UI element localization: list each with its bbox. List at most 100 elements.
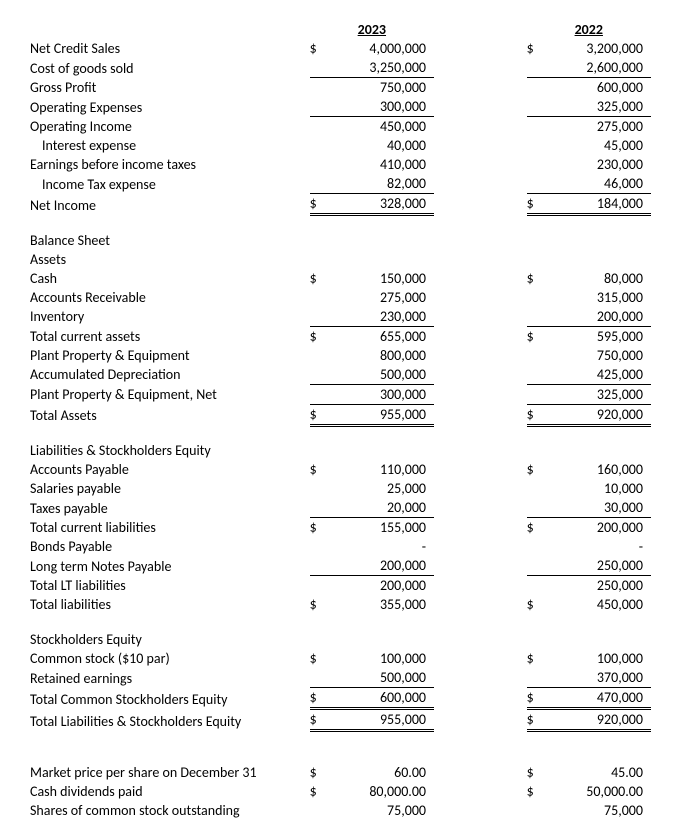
value-2022: 470,000 xyxy=(545,688,651,709)
line-item-row: Interest expense40,00045,000 xyxy=(30,136,651,155)
value-2022: 200,000 xyxy=(545,518,651,538)
currency-symbol xyxy=(310,801,329,820)
currency-symbol xyxy=(527,556,546,576)
value-2023: 955,000 xyxy=(328,709,434,731)
currency-symbol: $ xyxy=(527,194,546,215)
line-item-row: Salaries payable25,00010,000 xyxy=(30,479,651,498)
column-gap xyxy=(434,595,527,614)
value-2022: 920,000 xyxy=(545,709,651,731)
currency-symbol: $ xyxy=(527,39,546,58)
column-gap xyxy=(434,801,527,820)
line-item-label: Cash dividends paid xyxy=(30,782,310,801)
line-item-label: Interest expense xyxy=(30,136,310,155)
line-item-label: Income Tax expense xyxy=(30,174,310,194)
currency-symbol: $ xyxy=(310,763,329,782)
currency-symbol: $ xyxy=(527,326,546,346)
value-2022: 920,000 xyxy=(545,404,651,425)
column-gap xyxy=(434,404,527,425)
line-item-row: Inventory230,000200,000 xyxy=(30,307,651,327)
currency-symbol: $ xyxy=(310,688,329,709)
currency-symbol: $ xyxy=(310,39,329,58)
line-item-row: Common stock ($10 par)$100,000$100,000 xyxy=(30,649,651,668)
value-2023: 328,000 xyxy=(328,194,434,215)
line-item-label: Net Income xyxy=(30,194,310,215)
currency-symbol: $ xyxy=(310,194,329,215)
value-2023: 100,000 xyxy=(328,649,434,668)
value-2023: - xyxy=(328,537,434,556)
currency-symbol: $ xyxy=(310,518,329,538)
line-item-label: Accounts Payable xyxy=(30,460,310,479)
line-item-label: Total current assets xyxy=(30,326,310,346)
line-item-row: Total Common Stockholders Equity$600,000… xyxy=(30,688,651,709)
value-2023: 750,000 xyxy=(328,78,434,98)
value-2023: 600,000 xyxy=(328,688,434,709)
value-2023: 450,000 xyxy=(328,117,434,137)
currency-symbol xyxy=(527,307,546,327)
column-gap xyxy=(434,39,527,58)
value-2023: 300,000 xyxy=(328,384,434,404)
currency-symbol xyxy=(310,307,329,327)
value-2023: 60.00 xyxy=(328,763,434,782)
column-gap xyxy=(434,326,527,346)
column-gap xyxy=(434,346,527,365)
value-2023: 410,000 xyxy=(328,155,434,174)
line-item-label: Operating Expenses xyxy=(30,97,310,117)
currency-symbol xyxy=(527,479,546,498)
line-item-label: Taxes payable xyxy=(30,498,310,518)
line-item-row: Operating Expenses300,000325,000 xyxy=(30,97,651,117)
line-item-label: Plant Property & Equipment xyxy=(30,346,310,365)
line-item-row: Bonds Payable-- xyxy=(30,537,651,556)
column-gap xyxy=(434,537,527,556)
line-item-row: Total current assets$655,000$595,000 xyxy=(30,326,651,346)
column-gap xyxy=(434,518,527,538)
currency-symbol: $ xyxy=(527,460,546,479)
line-item-label: Long term Notes Payable xyxy=(30,556,310,576)
value-2023: 200,000 xyxy=(328,556,434,576)
value-2023: 110,000 xyxy=(328,460,434,479)
line-item-row: Net Credit Sales$4,000,000$3,200,000 xyxy=(30,39,651,58)
spacer-row xyxy=(30,747,651,763)
line-item-row: Total Assets$955,000$920,000 xyxy=(30,404,651,425)
currency-symbol xyxy=(527,78,546,98)
spacer-row xyxy=(30,731,651,747)
value-2023: 275,000 xyxy=(328,288,434,307)
currency-symbol xyxy=(310,155,329,174)
currency-symbol xyxy=(527,801,546,820)
line-item-label: Cash xyxy=(30,269,310,288)
line-item-label: Accumulated Depreciation xyxy=(30,365,310,385)
currency-symbol xyxy=(310,668,329,688)
line-item-row: Cash dividends paid$80,000.00$50,000.00 xyxy=(30,782,651,801)
spacer-row xyxy=(30,425,651,441)
value-2022: 600,000 xyxy=(545,78,651,98)
line-item-row: Cash$150,000$80,000 xyxy=(30,269,651,288)
currency-symbol: $ xyxy=(527,518,546,538)
line-item-row: Shares of common stock outstanding75,000… xyxy=(30,801,651,820)
currency-symbol xyxy=(310,288,329,307)
currency-symbol xyxy=(310,479,329,498)
value-2022: 100,000 xyxy=(545,649,651,668)
section-label: Liabilities & Stockholders Equity xyxy=(30,441,651,460)
line-item-label: Total liabilities xyxy=(30,595,310,614)
value-2022: 250,000 xyxy=(545,576,651,596)
line-item-row: Income Tax expense82,00046,000 xyxy=(30,174,651,194)
year-header-row: 20232022 xyxy=(30,20,651,39)
value-2023: 4,000,000 xyxy=(328,39,434,58)
currency-symbol xyxy=(310,384,329,404)
currency-symbol: $ xyxy=(527,782,546,801)
value-2022: 325,000 xyxy=(545,384,651,404)
currency-symbol xyxy=(527,346,546,365)
value-2023: 3,250,000 xyxy=(328,58,434,78)
column-gap xyxy=(434,78,527,98)
currency-symbol: $ xyxy=(310,595,329,614)
currency-symbol xyxy=(527,384,546,404)
value-2022: 50,000.00 xyxy=(545,782,651,801)
column-gap xyxy=(434,288,527,307)
value-2022: - xyxy=(545,537,651,556)
currency-symbol xyxy=(310,117,329,137)
currency-symbol: $ xyxy=(310,649,329,668)
value-2022: 3,200,000 xyxy=(545,39,651,58)
value-2022: 315,000 xyxy=(545,288,651,307)
line-item-row: Retained earnings500,000370,000 xyxy=(30,668,651,688)
column-gap xyxy=(434,460,527,479)
value-2023: 75,000 xyxy=(328,801,434,820)
